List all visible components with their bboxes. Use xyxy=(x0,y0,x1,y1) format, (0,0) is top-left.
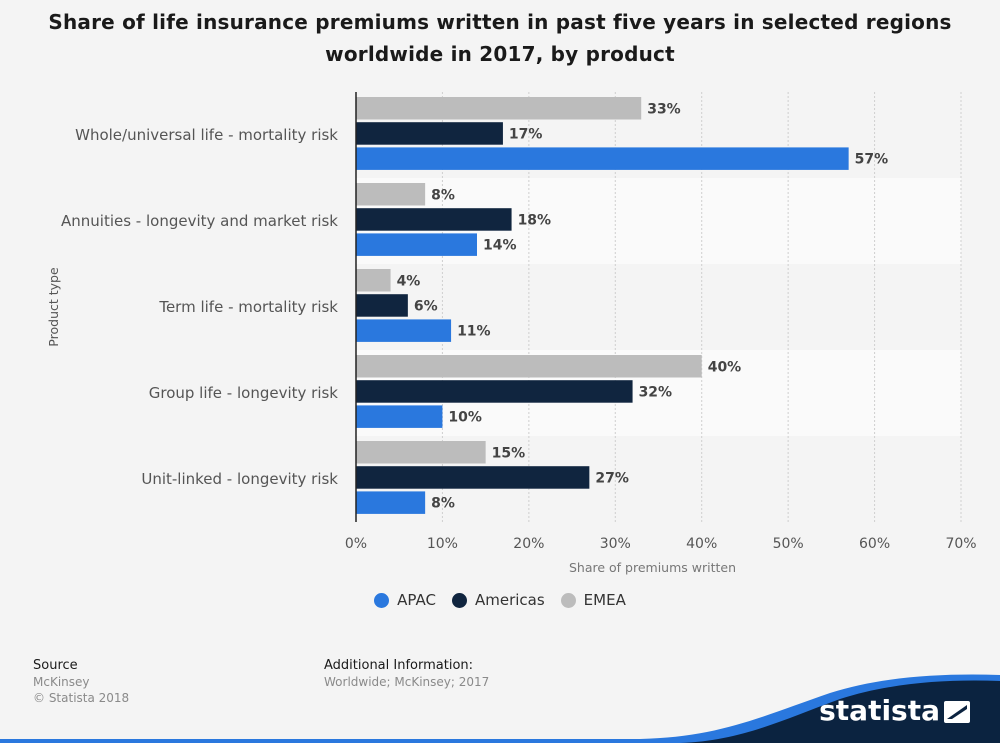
y-axis-title: Product type xyxy=(46,267,61,347)
bar-chart: 0% 10% 20% 30% 40% 50% 60% 70% 33% 17% 57% Whole/un… xyxy=(46,92,977,575)
data-label: 14% xyxy=(483,238,517,254)
additional-info-block: Additional Information: Worldwide; McKin… xyxy=(324,658,489,690)
chart-title-line-2: worldwide in 2017, by product xyxy=(325,42,675,66)
bar-americas xyxy=(356,208,512,231)
data-label: 27% xyxy=(595,470,629,486)
legend-label-apac: APAC xyxy=(397,591,436,609)
category-label: Annuities - longevity and market risk xyxy=(61,212,338,230)
bar-apac xyxy=(356,491,426,514)
x-tick-label: 0% xyxy=(345,536,367,552)
data-label: 8% xyxy=(431,496,455,512)
data-label: 40% xyxy=(708,359,742,375)
legend: APAC Americas EMEA xyxy=(0,591,1000,609)
bar-apac xyxy=(356,233,477,256)
chart-title: Share of life insurance premiums written… xyxy=(0,6,1000,70)
x-tick-label: 30% xyxy=(600,536,631,552)
data-label: 11% xyxy=(457,324,491,340)
bar-americas xyxy=(356,466,590,489)
legend-marker-americas xyxy=(451,592,467,608)
bar-americas xyxy=(356,122,503,145)
bar-emea xyxy=(356,441,486,464)
bar-emea xyxy=(356,269,391,292)
legend-item-americas[interactable]: Americas xyxy=(451,591,545,609)
additional-info-text: Worldwide; McKinsey; 2017 xyxy=(324,675,490,689)
x-axis-title: Share of premiums written xyxy=(569,560,736,575)
data-label: 10% xyxy=(448,410,482,426)
source-heading: Source xyxy=(33,658,78,673)
x-tick-label: 40% xyxy=(686,536,717,552)
bar-apac xyxy=(356,405,443,428)
legend-item-apac[interactable]: APAC xyxy=(374,591,436,609)
data-label: 4% xyxy=(397,273,421,289)
x-tick-label: 70% xyxy=(945,536,976,552)
x-tick-label: 10% xyxy=(427,536,458,552)
additional-info-heading: Additional Information: xyxy=(324,658,474,673)
source-block: Source McKinsey © Statista 2018 xyxy=(33,658,129,706)
legend-marker-apac xyxy=(374,592,390,608)
category-label: Whole/universal life - mortality risk xyxy=(75,126,338,144)
data-label: 32% xyxy=(639,384,673,400)
x-tick-label: 20% xyxy=(513,536,544,552)
category-label: Term life - mortality risk xyxy=(158,298,338,316)
statista-logo-text[interactable]: statista xyxy=(819,694,940,727)
data-label: 6% xyxy=(414,298,438,314)
bar-emea xyxy=(356,97,642,120)
bar-americas xyxy=(356,294,408,317)
x-tick-label: 50% xyxy=(773,536,804,552)
brand-wave-shape xyxy=(0,674,1000,743)
category-band xyxy=(356,264,961,350)
category-label: Unit-linked - longevity risk xyxy=(141,470,338,488)
bar-emea xyxy=(356,183,426,206)
bar-emea xyxy=(356,355,702,378)
data-label: 15% xyxy=(492,445,526,461)
x-tick-label: 60% xyxy=(859,536,890,552)
data-label: 18% xyxy=(518,212,552,228)
legend-label-americas: Americas xyxy=(474,591,545,609)
statista-logo-icon xyxy=(944,701,970,723)
copyright-text: © Statista 2018 xyxy=(33,691,130,705)
legend-label-emea: EMEA xyxy=(583,591,626,609)
bar-apac xyxy=(356,319,452,342)
legend-item-emea[interactable]: EMEA xyxy=(560,591,626,609)
bar-apac xyxy=(356,147,849,170)
category-label: Group life - longevity risk xyxy=(149,384,339,402)
data-label: 17% xyxy=(509,126,543,142)
statista-brand-band: statista xyxy=(0,673,1000,743)
chart-title-line-1: Share of life insurance premiums written… xyxy=(48,10,952,34)
data-label: 33% xyxy=(647,101,681,117)
bar-americas xyxy=(356,380,633,403)
legend-marker-emea xyxy=(560,592,576,608)
data-label: 8% xyxy=(431,187,455,203)
source-name: McKinsey xyxy=(33,675,90,689)
data-label: 57% xyxy=(855,152,889,168)
